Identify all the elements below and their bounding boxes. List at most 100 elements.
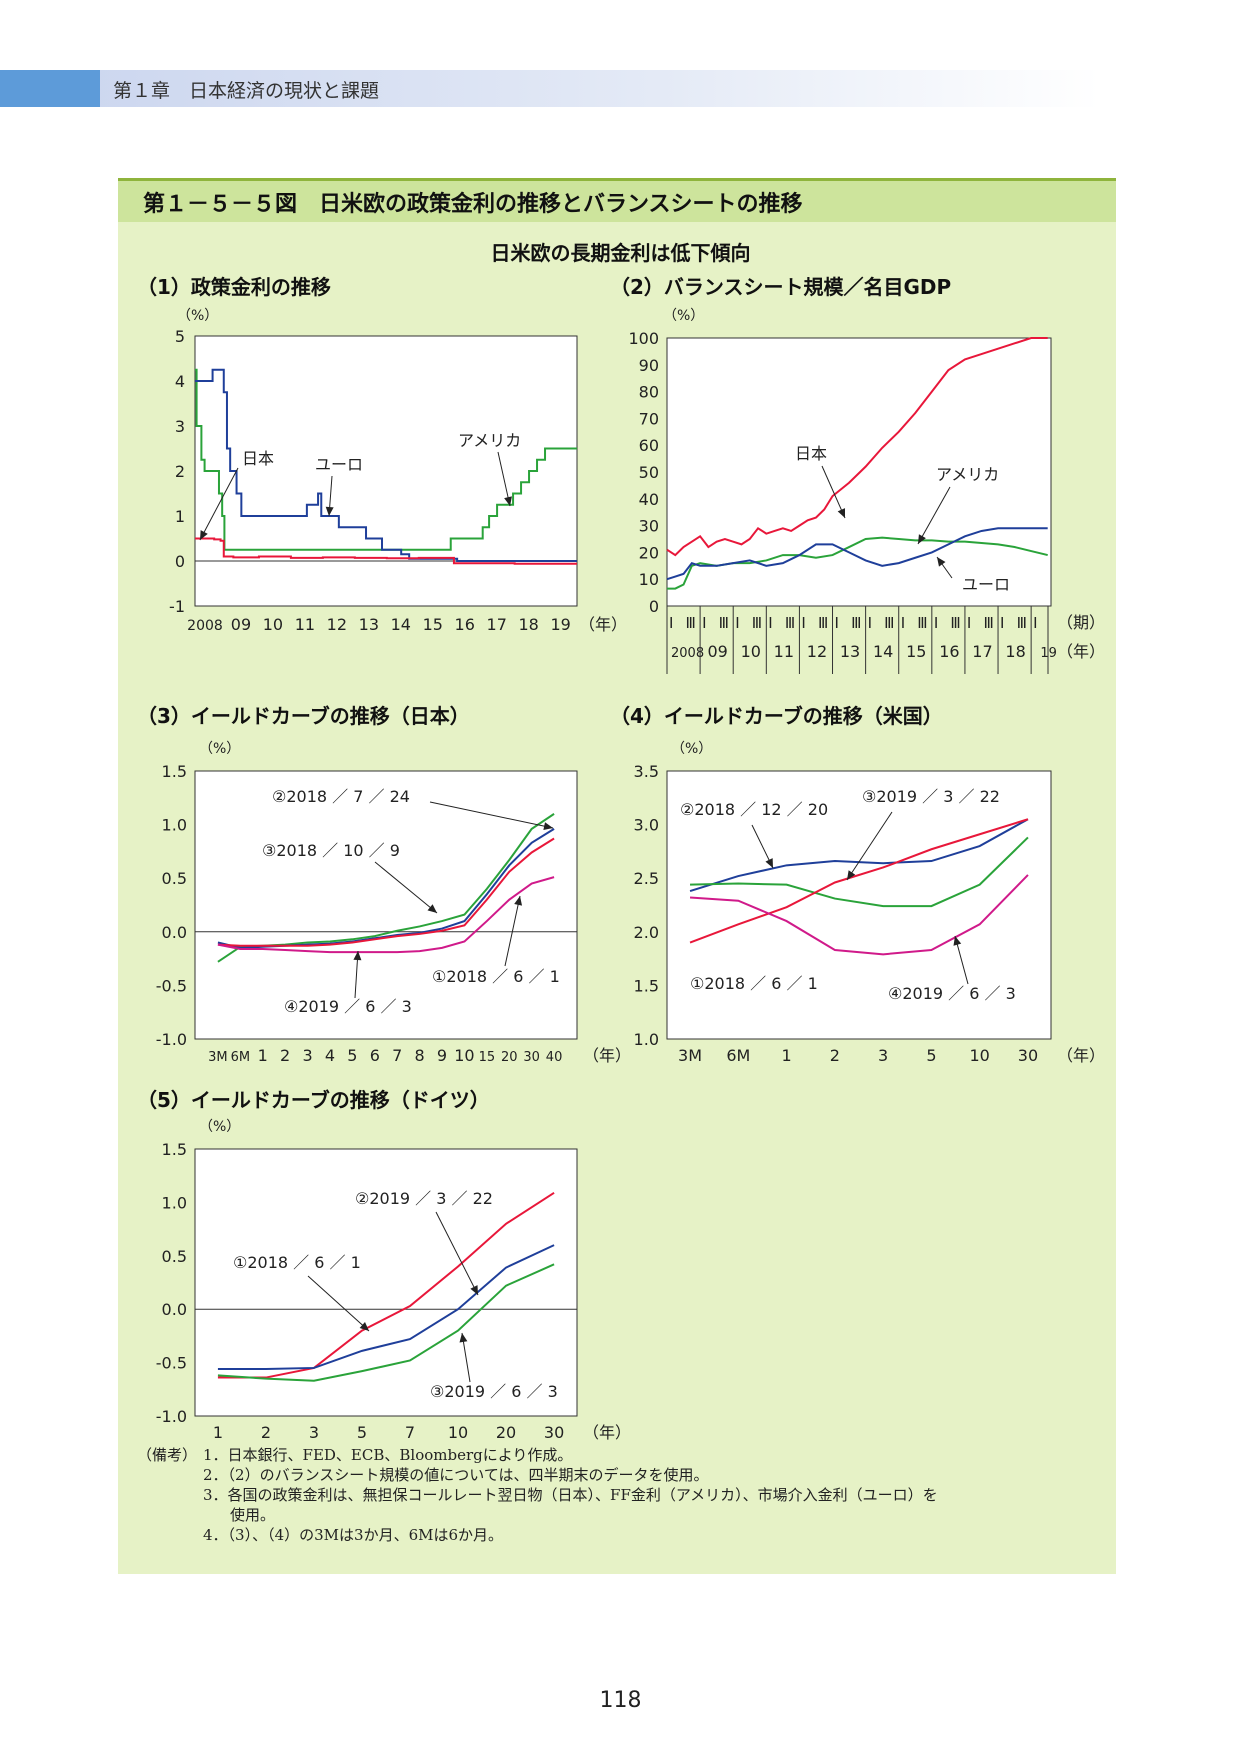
- c2-xtick-13: 13: [840, 642, 860, 661]
- c5-ytick-0.0: 0.0: [162, 1300, 187, 1319]
- c2-period-i-4: Ⅰ: [801, 614, 805, 632]
- c3-arrow-1-head: [427, 904, 437, 913]
- c5-label-2: ③2019 ／ 6 ／ 3: [430, 1382, 558, 1401]
- c2-period-iii-7: Ⅲ: [917, 614, 927, 632]
- c4-arrow-1-line: [846, 811, 893, 881]
- c1-xtick-10: 10: [263, 615, 283, 634]
- c1-xtick-14: 14: [391, 615, 411, 634]
- c2-period-i-2: Ⅰ: [735, 614, 739, 632]
- page-number: 118: [599, 1688, 642, 1713]
- c2-ytick-20: 20: [639, 543, 659, 562]
- c2-series-2: [666, 527, 1048, 581]
- c2-arrow-japan-line: [821, 465, 846, 519]
- c1-ytick-4: 4: [175, 372, 185, 391]
- c1-label-us: アメリカ: [458, 431, 521, 450]
- c1-ytick-2: 2: [175, 462, 185, 481]
- c2-arrow-euro-head: [937, 557, 946, 567]
- c2-ytick-40: 40: [639, 490, 659, 509]
- c1-xtick-12: 12: [327, 615, 347, 634]
- c3-xtick-7: 7: [392, 1046, 402, 1065]
- c1-series-0: [195, 368, 577, 551]
- c5-label-1: ①2018 ／ 6 ／ 1: [233, 1253, 361, 1272]
- c5-ytick-1.5: 1.5: [162, 1140, 187, 1159]
- c1-xtick-09: 09: [231, 615, 251, 634]
- c3-arrow-2-line: [504, 895, 521, 967]
- c2-ytick-70: 70: [639, 409, 659, 428]
- c2-arrow-us-line: [917, 486, 951, 545]
- c3-xtick-9: 9: [437, 1046, 447, 1065]
- chapter-title: 第１章 日本経済の現状と課題: [113, 80, 380, 102]
- c5-ytick-1.0: 1.0: [162, 1193, 187, 1212]
- c3-series-3: [217, 876, 555, 954]
- c4-series-3: [689, 874, 1029, 956]
- c2-period-iii-0: Ⅲ: [686, 614, 696, 632]
- c2-period-iii-4: Ⅲ: [818, 614, 828, 632]
- c3-ytick-1.0: 1.0: [162, 816, 187, 835]
- c4-ytick-3.0: 3.0: [634, 816, 659, 835]
- c5-xtick-10: 10: [448, 1423, 468, 1442]
- c2-period-iii-8: Ⅲ: [950, 614, 960, 632]
- c3-xtick-10: 10: [454, 1046, 474, 1065]
- chart5-title: （5）イールドカーブの推移（ドイツ）: [137, 1088, 490, 1112]
- c1-ytick-1: 1: [175, 507, 185, 526]
- c4-ytick-1.0: 1.0: [634, 1030, 659, 1049]
- c4-ytick-3.5: 3.5: [634, 762, 659, 781]
- c4-label-2: ①2018 ／ 6 ／ 1: [690, 974, 818, 993]
- c4-label-1: ③2019 ／ 3 ／ 22: [862, 787, 1000, 806]
- c3-xunit: （年）: [583, 1046, 631, 1065]
- c2-xtick-09: 09: [707, 642, 727, 661]
- c2-period-i-0: Ⅰ: [669, 614, 673, 632]
- c1-arrow-japan-line: [199, 467, 239, 541]
- note-3: 3．各国の政策金利は、無担保コールレート翌日物（日本）、FF金利（アメリカ）、市…: [203, 1486, 938, 1504]
- c3-arrow-3-head: [353, 951, 362, 961]
- c2-xtick-10: 10: [741, 642, 761, 661]
- c5-arrow-1-line: [307, 1275, 370, 1332]
- c2-ylabel: （%）: [663, 308, 704, 324]
- c2-period-iii-9: Ⅲ: [983, 614, 993, 632]
- c4-ylabel: （%）: [671, 741, 712, 757]
- c2-series-1: [667, 536, 1048, 590]
- c3-label-1: ③2018 ／ 10 ／ 9: [262, 841, 400, 860]
- c5-xtick-5: 5: [357, 1423, 367, 1442]
- c2-ytick-10: 10: [639, 570, 659, 589]
- c1-arrow-us-line: [497, 451, 511, 507]
- c2-series-0: [666, 337, 1048, 557]
- c4-xtick-5: 5: [926, 1046, 936, 1065]
- c1-xtick-18: 18: [518, 615, 538, 634]
- c2-period-i-8: Ⅰ: [934, 614, 938, 632]
- c2-period-iii-2: Ⅲ: [752, 614, 762, 632]
- c4-ytick-2.0: 2.0: [634, 923, 659, 942]
- c2-xtick-12: 12: [807, 642, 827, 661]
- c1-arrow-us-head: [504, 496, 512, 506]
- c4-series-1: [690, 836, 1029, 908]
- c2-arrow-japan-head: [837, 508, 846, 518]
- c2-xtick-18: 18: [1005, 642, 1025, 661]
- note-4: 4．（3）、（4）の3Mは3か月、6Mは6か月。: [203, 1526, 504, 1544]
- c5-ytick--1.0: -1.0: [156, 1407, 187, 1426]
- c3-xtick-6M: 6M: [231, 1050, 251, 1065]
- c3-xtick-1: 1: [258, 1046, 268, 1065]
- c5-xtick-30: 30: [544, 1423, 564, 1442]
- c5-ylabel: （%）: [199, 1119, 240, 1135]
- c5-series-2: [217, 1263, 555, 1382]
- c4-xtick-2: 2: [830, 1046, 840, 1065]
- notes: （備考） 1．日本銀行、FED、ECB、Bloombergにより作成。 2．（2）…: [137, 1445, 938, 1545]
- chart3-title: （3）イールドカーブの推移（日本）: [137, 704, 470, 728]
- c5-xtick-3: 3: [309, 1423, 319, 1442]
- c1-label-japan: 日本: [242, 449, 274, 468]
- c3-label-3: ④2019 ／ 6 ／ 3: [284, 997, 412, 1016]
- c2-ytick-60: 60: [639, 436, 659, 455]
- c5-ytick-0.5: 0.5: [162, 1247, 187, 1266]
- note-1: 1．日本銀行、FED、ECB、Bloombergにより作成。: [203, 1446, 573, 1464]
- c1-label-euro: ユーロ: [315, 455, 363, 474]
- c3-label-0: ②2018 ／ 7 ／ 24: [272, 787, 410, 806]
- c3-arrow-2-head: [514, 896, 523, 906]
- c3-xtick-3: 3: [302, 1046, 312, 1065]
- c3-plot-area: [194, 770, 578, 1040]
- c3-xtick-8: 8: [415, 1046, 425, 1065]
- c4-label-0: ②2018 ／ 12 ／ 20: [680, 800, 828, 819]
- c3-label-2: ①2018 ／ 6 ／ 1: [432, 967, 560, 986]
- c2-xtick-14: 14: [873, 642, 893, 661]
- c3-xtick-40: 40: [546, 1050, 563, 1065]
